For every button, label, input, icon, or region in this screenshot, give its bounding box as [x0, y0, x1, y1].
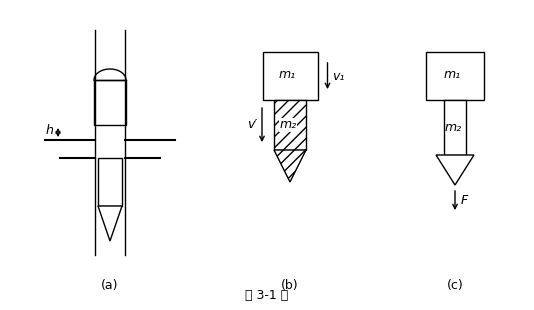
- Text: m₂: m₂: [444, 121, 461, 134]
- Text: v₁: v₁: [333, 69, 345, 82]
- Polygon shape: [98, 206, 122, 241]
- Polygon shape: [436, 155, 474, 185]
- Text: m₂: m₂: [279, 118, 296, 131]
- Text: h: h: [46, 124, 54, 137]
- Text: m₁: m₁: [443, 69, 460, 82]
- Text: (c): (c): [446, 279, 464, 292]
- Polygon shape: [274, 100, 306, 150]
- Polygon shape: [274, 150, 306, 182]
- Text: (b): (b): [281, 279, 299, 292]
- Polygon shape: [263, 52, 318, 100]
- Polygon shape: [98, 158, 122, 206]
- Text: m₁: m₁: [278, 69, 295, 82]
- Text: (a): (a): [101, 279, 119, 292]
- Polygon shape: [94, 80, 126, 125]
- Polygon shape: [444, 100, 466, 155]
- Text: 题 3-1 图: 题 3-1 图: [246, 289, 288, 302]
- Polygon shape: [426, 52, 484, 100]
- Text: F: F: [461, 194, 468, 207]
- Text: v′: v′: [247, 118, 257, 131]
